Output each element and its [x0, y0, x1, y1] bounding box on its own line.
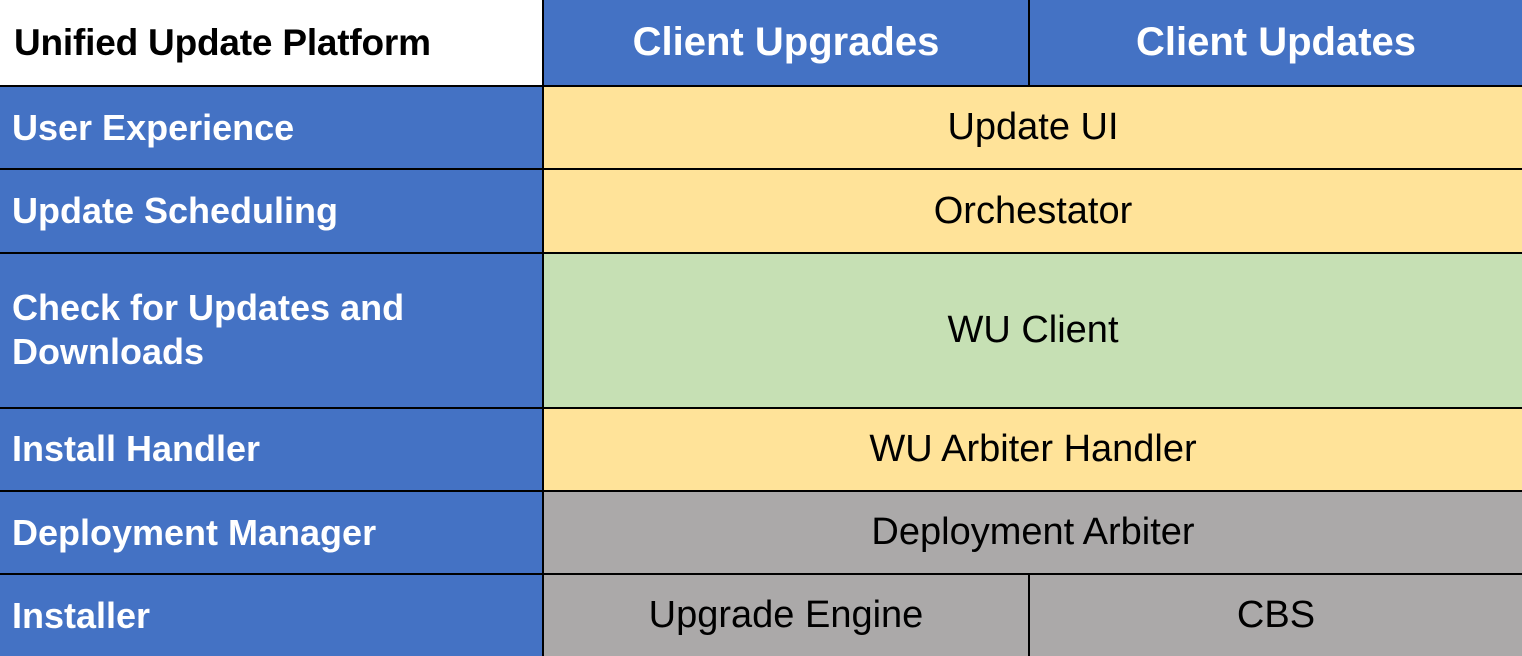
row-label-deployment-manager: Deployment Manager [0, 489, 544, 576]
row-label-installer: Installer [0, 573, 544, 656]
cell-cbs: CBS [1028, 573, 1522, 656]
cell-orchestator: Orchestator [542, 168, 1522, 254]
cell-update-ui: Update UI [542, 84, 1522, 171]
row-label-check-for-updates-and-downloads: Check for Updates and Downloads [0, 251, 544, 409]
table-row: Update Scheduling Orchestator [0, 168, 1522, 254]
column-header-client-updates: Client Updates [1028, 0, 1522, 87]
row-label-user-experience: User Experience [0, 84, 544, 171]
table-row: Deployment Manager Deployment Arbiter [0, 489, 1522, 576]
row-label-install-handler: Install Handler [0, 406, 544, 492]
table-row: User Experience Update UI [0, 84, 1522, 171]
row-label-update-scheduling: Update Scheduling [0, 168, 544, 254]
table-row: Install Handler WU Arbiter Handler [0, 406, 1522, 492]
table-row: Check for Updates and Downloads WU Clien… [0, 251, 1522, 409]
column-header-client-upgrades: Client Upgrades [542, 0, 1030, 87]
table-row: Installer Upgrade Engine CBS [0, 573, 1522, 656]
cell-deployment-arbiter: Deployment Arbiter [542, 489, 1522, 576]
page-title: Unified Update Platform [0, 0, 544, 87]
cell-wu-arbiter-handler: WU Arbiter Handler [542, 406, 1522, 492]
table-header-row: Unified Update Platform Client Upgrades … [0, 0, 1522, 87]
cell-upgrade-engine: Upgrade Engine [542, 573, 1030, 656]
cell-wu-client: WU Client [542, 251, 1522, 409]
